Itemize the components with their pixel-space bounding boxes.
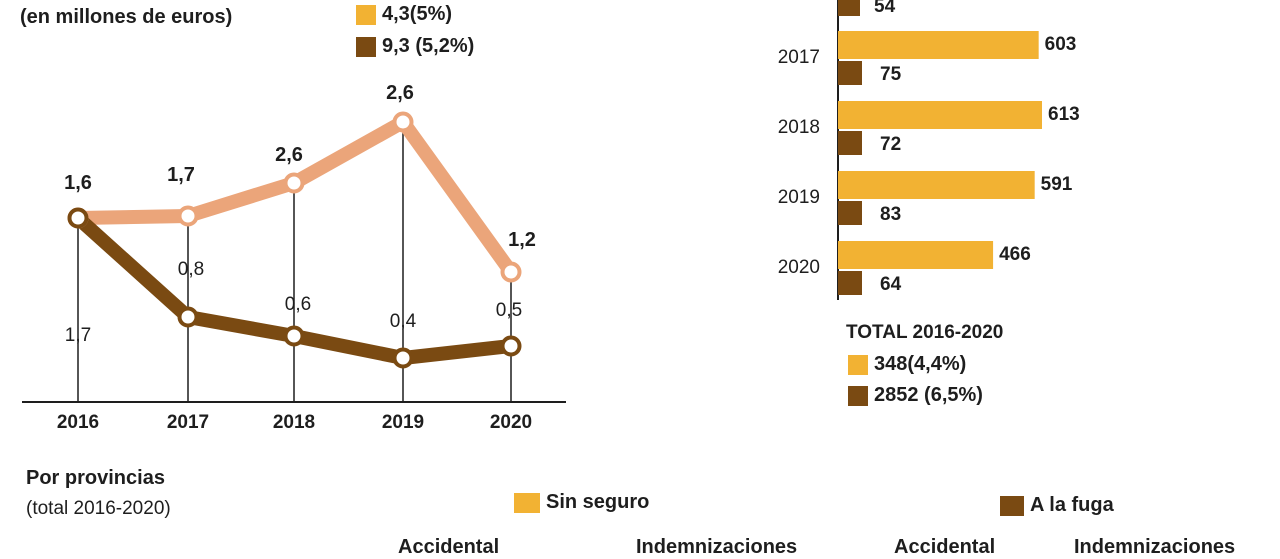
x-tick-label: 2016 — [57, 412, 99, 433]
line-point — [177, 306, 199, 328]
bar-partial — [838, 0, 860, 16]
x-tick-label: 2020 — [490, 412, 532, 433]
line-data-label: 1,7 — [167, 164, 195, 186]
line-point — [392, 111, 414, 133]
legend-swatch — [356, 4, 376, 25]
legend-item-top-2: 9,3 (5,2%) — [356, 35, 474, 58]
bar-value-label: 54 — [874, 0, 896, 17]
bar-value-label: 466 — [999, 244, 1031, 265]
provinces-legend-a-la-fuga: A la fuga — [1000, 494, 1114, 517]
line-point — [177, 205, 199, 227]
totals-swatch — [848, 354, 868, 375]
legend-item-top-1: 4,3(5%) — [356, 3, 452, 26]
bar-chart-bars: 54 2017 603 75 2018 613 72 2019 591 83 2020 466 64 — [778, 0, 1080, 300]
bar-category-label: 2020 — [778, 257, 820, 278]
legend-label: 9,3 (5,2%) — [382, 35, 475, 57]
legend-label: 4,3(5%) — [382, 3, 453, 25]
line-chart-labels: 2016 2017 2018 2019 2020 1,6 1,7 2,6 2,6 1,2 1,7 0,… — [57, 82, 536, 433]
x-tick-label: 2019 — [382, 412, 424, 433]
x-tick-label: 2017 — [167, 412, 209, 433]
bar-value-label: 613 — [1048, 104, 1080, 125]
bar-value-label: 75 — [880, 64, 902, 85]
line-point — [500, 335, 522, 357]
totals-label: 2852 (6,5%) — [874, 384, 983, 406]
totals-swatch — [848, 385, 868, 406]
bar-value-label: 72 — [880, 134, 901, 155]
line-point — [500, 261, 522, 283]
line-data-label: 2,6 — [275, 144, 303, 166]
legend-swatch — [356, 36, 376, 57]
bar-value-label: 64 — [880, 274, 902, 295]
bar-sin-seguro — [838, 101, 1042, 129]
provinces-title: Por provincias — [26, 467, 165, 489]
line-data-label: 0,6 — [285, 294, 311, 315]
totals-label: 348(4,4%) — [874, 353, 967, 375]
bar-sin-seguro — [838, 171, 1035, 199]
line-point — [392, 347, 414, 369]
line-data-label: 1,6 — [64, 172, 92, 194]
line-data-label: 0,4 — [390, 311, 417, 332]
bar-a-la-fuga — [838, 131, 862, 155]
bar-category-label: 2019 — [778, 187, 820, 208]
bar-sin-seguro — [838, 241, 994, 269]
totals-item-1: 348(4,4%) — [848, 353, 966, 376]
bar-a-la-fuga — [838, 201, 862, 225]
bar-chart: 54 2017 603 75 2018 613 72 2019 591 83 2020 466 64 — [778, 0, 1080, 300]
totals-title: TOTAL 2016-2020 — [846, 322, 1004, 343]
line-point — [67, 207, 89, 229]
legend-swatch — [514, 492, 540, 513]
totals-item-2: 2852 (6,5%) — [848, 384, 983, 407]
bar-category-label: 2018 — [778, 117, 820, 138]
provinces-legend-sin-seguro: Sin seguro — [514, 491, 649, 514]
chart-subtitle: (en millones de euros) — [20, 6, 233, 28]
bar-value-label: 603 — [1045, 34, 1077, 55]
x-tick-label: 2018 — [273, 412, 315, 433]
legend-label: A la fuga — [1030, 494, 1114, 516]
legend-label: Sin seguro — [546, 491, 650, 513]
line-data-label: 0,5 — [496, 300, 522, 321]
line-data-label: 0,8 — [178, 259, 204, 280]
line-chart: 2016 2017 2018 2019 2020 1,6 1,7 2,6 2,6 1,2 1,7 0,… — [22, 82, 566, 433]
bar-a-la-fuga — [838, 271, 862, 295]
line-data-label: 1,7 — [65, 325, 91, 346]
bar-a-la-fuga — [838, 61, 862, 85]
bar-sin-seguro — [838, 31, 1039, 59]
line-chart-series — [67, 111, 522, 369]
provinces-subtitle: (total 2016-2020) — [26, 498, 171, 519]
legend-swatch — [1000, 495, 1024, 516]
bar-value-label: 83 — [880, 204, 901, 225]
line-point — [283, 325, 305, 347]
bar-value-label: 591 — [1041, 174, 1073, 195]
line-point — [283, 172, 305, 194]
bar-category-label: 2017 — [778, 47, 820, 68]
line-data-label: 2,6 — [386, 82, 414, 104]
line-data-label: 1,2 — [508, 229, 536, 251]
